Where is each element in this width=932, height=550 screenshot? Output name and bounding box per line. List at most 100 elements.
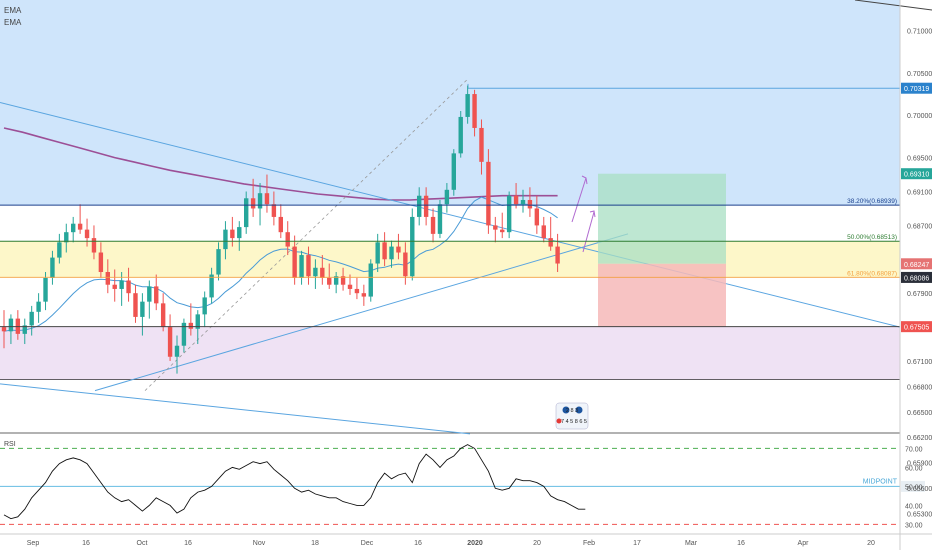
candle-body	[126, 280, 131, 294]
candle-body	[292, 246, 297, 278]
ema-legend-2: EMA	[4, 18, 22, 27]
badge-text-1: 2 8 3	[566, 408, 578, 414]
arrow-up-2	[582, 211, 595, 253]
time-tick-label: 20	[533, 540, 541, 547]
candle-body	[71, 223, 76, 233]
candle-body	[154, 286, 159, 304]
price-tick-label: 0.67900	[907, 291, 932, 298]
candle-body	[437, 204, 443, 234]
candle-body	[285, 232, 290, 247]
price-tick-label: 0.70500	[907, 71, 932, 78]
price-badge-text: 0.70319	[904, 86, 929, 93]
candle-body	[520, 199, 526, 205]
candle-body	[119, 280, 124, 289]
candle-body	[216, 249, 221, 275]
rsi-midpoint-badge	[901, 480, 925, 492]
price-badge-text: 0.68247	[904, 262, 929, 269]
candle-body	[340, 276, 346, 285]
candle-body	[472, 94, 477, 128]
time-tick-label: Apr	[798, 540, 810, 547]
price-badge	[901, 271, 932, 283]
rsi-tick-label: 60.00	[905, 465, 923, 472]
candle-body	[174, 345, 180, 357]
candle-body	[112, 284, 117, 289]
candle-body	[430, 216, 436, 234]
chart-zones	[0, 0, 900, 434]
candle-body	[486, 161, 491, 226]
time-axis[interactable]: Sep 16 Oct 16 Nov 18 Dec 16 2020 20 Feb 17 Mar 16 Apr 2…	[0, 533, 932, 547]
price-tick-label: 0.69100	[907, 190, 932, 197]
candle-body	[160, 303, 166, 328]
candle-body	[133, 293, 138, 317]
candle-body	[50, 257, 55, 278]
ema-legend-1: EMA	[4, 6, 22, 15]
candle-body	[444, 189, 450, 205]
rsi-tick-label: 30.00	[905, 522, 923, 529]
time-tick-label: Feb	[583, 540, 595, 547]
candle-body	[1, 327, 7, 332]
purple-zone	[0, 326, 900, 380]
stop-loss-zone	[598, 263, 726, 327]
candle-body	[230, 229, 235, 239]
candle-body	[57, 242, 62, 258]
time-tick-label: 17	[633, 540, 641, 547]
candle-body	[375, 242, 380, 264]
candle-body	[257, 193, 263, 209]
price-tick-label: 0.65900	[907, 461, 932, 468]
arrow-head-1	[581, 175, 588, 185]
level-label: 38.20%(0.68939)	[847, 198, 897, 205]
yellow-zone	[0, 241, 900, 278]
time-tick-label: 16	[82, 540, 90, 547]
candle-body	[410, 216, 415, 277]
dashed-projection	[144, 78, 469, 391]
candle-body	[140, 301, 145, 317]
arrow-head-2	[589, 210, 596, 218]
price-tick-label: 0.69500	[907, 156, 932, 163]
price-badge	[901, 321, 932, 333]
badge-flag	[556, 418, 562, 424]
take-profit-zone	[598, 173, 726, 264]
time-tick-label: Oct	[137, 540, 148, 547]
time-tick-label: 16	[414, 540, 422, 547]
price-tick-label: 0.70000	[907, 113, 932, 120]
badge-icon-2	[575, 406, 583, 414]
corner-line	[854, 0, 932, 11]
rsi-tick-label: 40.00	[905, 503, 923, 510]
level-label: 50.00%(0.68513)	[847, 234, 897, 241]
price-badge	[901, 168, 932, 180]
arrow-up-1	[571, 177, 587, 223]
candle-body	[64, 232, 69, 243]
price-badge-text: 0.67505	[904, 325, 929, 332]
candle-body	[202, 297, 207, 315]
candle-body	[167, 327, 173, 357]
badge-icon-1	[562, 406, 570, 414]
candle-body	[389, 246, 394, 260]
candle-body	[493, 225, 498, 230]
candle-body	[479, 127, 484, 162]
time-tick-label: Sep	[27, 540, 40, 547]
badge-box	[555, 402, 589, 430]
price-axis[interactable]: 0.71000 0.70500 0.70000 0.69500 0.69100 0.687…	[899, 0, 932, 550]
candle-body	[555, 246, 560, 264]
price-badge	[901, 82, 932, 94]
long-position-tool[interactable]	[571, 173, 726, 327]
price-badge-text: 0.69310	[904, 172, 929, 179]
candle-body	[195, 314, 200, 329]
price-tick-label: 0.66800	[907, 384, 932, 391]
time-tick-label: Nov	[253, 540, 266, 547]
candle-body	[91, 238, 97, 253]
candle-body	[417, 195, 422, 217]
lower-channel-line	[0, 383, 471, 435]
candle-body	[458, 116, 463, 154]
idea-badge: 2 8 3 7 4 5 8 6 5	[555, 402, 589, 430]
ema-short-line	[3, 196, 558, 332]
time-tick-label: Mar	[685, 540, 698, 547]
blue-zone	[0, 0, 900, 206]
candle-body	[361, 293, 367, 297]
price-tick-label: 0.65300	[907, 511, 932, 518]
price-tick-label: 0.68700	[907, 223, 932, 230]
rsi-panel: RSI MIDPOINT 70.00 60.00 50.00 40.00 30.00	[0, 441, 925, 529]
candle-body	[548, 238, 553, 247]
candle-body	[181, 322, 187, 346]
